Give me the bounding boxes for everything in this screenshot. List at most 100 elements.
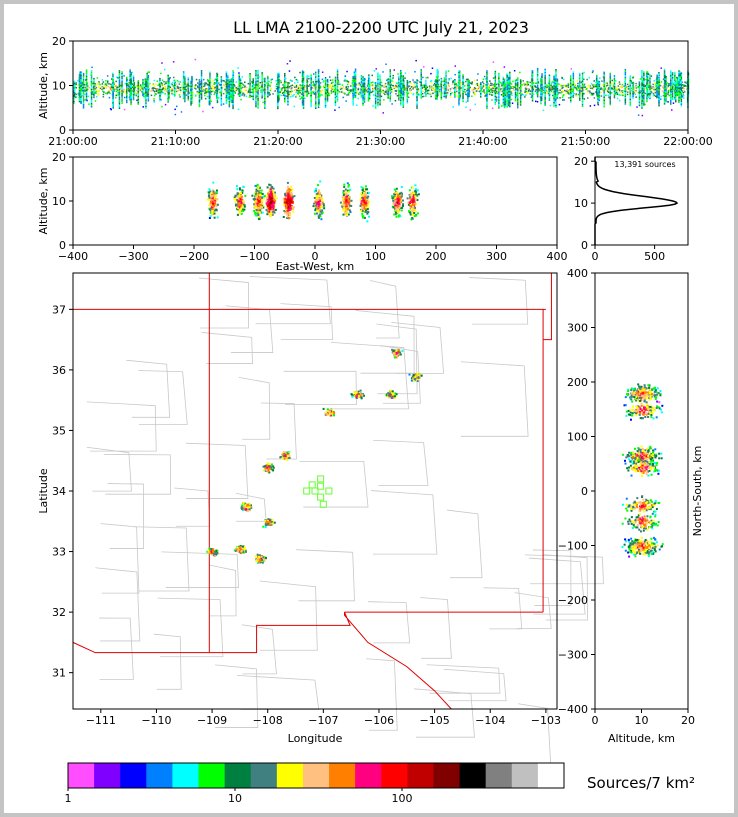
time-height-point [603, 102, 605, 105]
time-height-point [407, 92, 410, 95]
time-height-point [590, 83, 593, 85]
time-height-point [326, 86, 329, 89]
time-height-point [534, 82, 537, 84]
time-height-point [658, 90, 660, 93]
time-height-point [597, 87, 599, 90]
time-height-point [353, 82, 356, 84]
time-height-point [287, 83, 289, 86]
time-height-point [646, 82, 649, 84]
time-height-point [435, 80, 437, 83]
time-height-point [112, 107, 114, 109]
time-height-point [549, 104, 552, 107]
time-height-point [683, 94, 685, 97]
time-height-point [214, 79, 216, 81]
time-height-point [465, 80, 467, 83]
time-height-point [78, 75, 81, 78]
time-height-point [581, 103, 584, 106]
time-height-point [629, 97, 631, 99]
time-height-point [117, 92, 119, 94]
time-height-point [231, 87, 233, 89]
time-height-point [588, 86, 591, 88]
time-height-point [131, 83, 134, 85]
time-height-point [317, 75, 320, 77]
time-height-point [670, 86, 672, 88]
time-height-point [670, 75, 672, 77]
time-height-point [655, 85, 657, 88]
time-height-point [570, 96, 572, 99]
time-height-point [471, 95, 473, 97]
time-height-point [476, 84, 479, 87]
time-height-point [251, 91, 253, 93]
time-height-point [597, 79, 599, 82]
time-height-point [496, 87, 498, 90]
time-height-point [191, 77, 193, 79]
time-height-point [527, 92, 529, 94]
time-height-point [674, 79, 676, 82]
time-height-point [454, 65, 456, 67]
time-height-point [184, 93, 186, 95]
time-height-point [510, 87, 513, 89]
time-height-point [484, 78, 487, 80]
time-height-point [458, 90, 460, 92]
time-height-point [261, 93, 263, 96]
time-height-point [544, 90, 546, 92]
time-height-point [389, 86, 391, 88]
time-height-point [79, 91, 81, 94]
time-height-point [129, 94, 131, 96]
time-height-point [130, 93, 132, 96]
time-height-point [575, 86, 578, 89]
time-height-point [214, 91, 216, 93]
time-height-point [261, 76, 263, 79]
time-height-point [679, 79, 681, 81]
time-height-point [655, 95, 657, 97]
time-height-point [230, 93, 232, 95]
time-height-point [379, 79, 381, 81]
time-height-point [295, 88, 297, 91]
time-height-point [616, 97, 619, 100]
time-height-point [379, 75, 381, 78]
time-height-point [220, 101, 223, 103]
time-height-point [521, 84, 523, 86]
time-height-point [486, 96, 488, 99]
time-height-point [171, 81, 174, 84]
time-height-point [182, 96, 185, 98]
time-height-point [428, 93, 431, 95]
time-height-point [347, 94, 350, 96]
time-height-point [78, 89, 81, 92]
time-height-point [683, 89, 685, 91]
time-height-point [506, 76, 508, 78]
time-height-point [322, 81, 324, 83]
time-height-point [555, 72, 557, 74]
time-height-point [171, 92, 173, 95]
time-height-point [121, 93, 123, 95]
time-height-point [641, 77, 643, 80]
time-height-point [82, 77, 85, 80]
time-height-point [554, 96, 556, 99]
time-height-point [122, 89, 124, 92]
time-height-point [435, 98, 437, 100]
time-height-point [541, 85, 543, 88]
time-height-point [318, 99, 320, 101]
time-height-point [287, 93, 289, 95]
time-height-point [464, 85, 466, 87]
time-height-point [455, 86, 458, 88]
time-height-point [264, 93, 266, 95]
time-height-point [629, 78, 631, 80]
time-height-point [656, 83, 658, 85]
time-height-point [606, 84, 609, 86]
time-height-point [680, 78, 683, 81]
time-height-point [389, 80, 391, 82]
time-height-point [270, 79, 272, 81]
time-height-point [501, 85, 503, 87]
time-height-point [603, 76, 605, 78]
time-height-point [255, 73, 257, 75]
time-height-point [596, 77, 598, 80]
time-height-point [225, 91, 228, 94]
time-height-point [611, 87, 613, 90]
time-height-point [662, 90, 664, 92]
time-height-point [136, 99, 138, 102]
time-height-point [207, 80, 209, 82]
time-height-point [570, 81, 572, 83]
time-height-point [301, 98, 304, 100]
time-height-point [420, 76, 422, 79]
